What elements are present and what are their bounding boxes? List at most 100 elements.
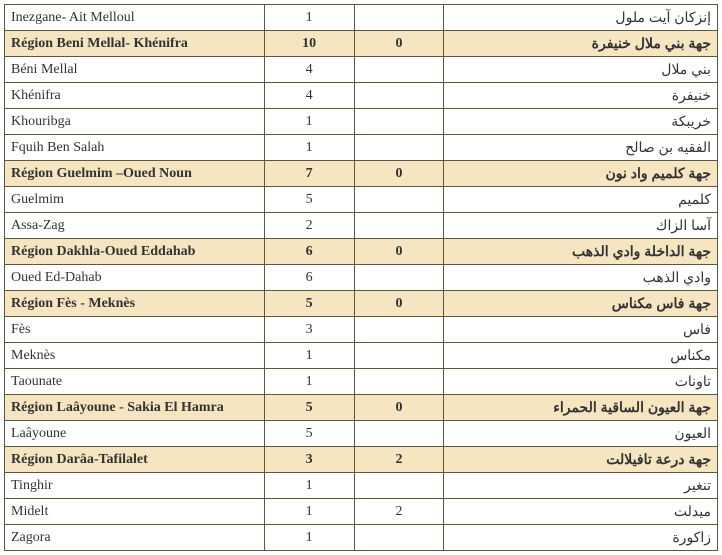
cell-name-ar: جهة العيون الساقية الحمراء [444,395,718,421]
city-row: Béni Mellal4 بني ملال [5,57,718,83]
cell-value-2 [354,83,444,109]
cell-name-ar: جهة فاس مكناس [444,291,718,317]
cell-name-fr: Région Laâyoune - Sakia El Hamra [5,395,265,421]
cell-name-fr: Laâyoune [5,421,265,447]
cell-value-2 [354,317,444,343]
region-row: Région Dakhla-Oued Eddahab60جهة الداخلة … [5,239,718,265]
cell-name-ar: العيون [444,421,718,447]
cell-value-2: 0 [354,161,444,187]
cell-name-ar: إنزكان آيت ملول [444,5,718,31]
cell-name-fr: Assa-Zag [5,213,265,239]
cell-value-1: 5 [264,421,354,447]
cell-name-ar: وادي الذهب [444,265,718,291]
city-row: Guelmim5 كلميم [5,187,718,213]
cell-name-fr: Béni Mellal [5,57,265,83]
cell-name-ar: كلميم [444,187,718,213]
cell-value-2: 2 [354,499,444,525]
cell-name-ar: فاس [444,317,718,343]
city-row: Oued Ed-Dahab6 وادي الذهب [5,265,718,291]
cell-name-fr: Guelmim [5,187,265,213]
region-row: Région Darâa-Tafilalet32جهة درعة تافيلال… [5,447,718,473]
cell-value-1: 6 [264,265,354,291]
region-table: Inezgane- Ait Melloul1إنزكان آيت ملولRég… [4,4,718,551]
cell-name-ar: جهة درعة تافيلالت [444,447,718,473]
cell-name-ar: الفقيه بن صالح [444,135,718,161]
cell-value-2 [354,421,444,447]
cell-value-1: 1 [264,499,354,525]
city-row: Tinghir1تنغير [5,473,718,499]
cell-value-2 [354,343,444,369]
city-row: Fquih Ben Salah1 الفقيه بن صالح [5,135,718,161]
cell-value-1: 4 [264,83,354,109]
cell-name-fr: Meknès [5,343,265,369]
cell-name-fr: Khénifra [5,83,265,109]
cell-value-2: 0 [354,239,444,265]
cell-name-fr: Khouribga [5,109,265,135]
cell-name-ar: تاونات [444,369,718,395]
cell-value-2: 0 [354,291,444,317]
city-row: Fès3فاس [5,317,718,343]
cell-value-1: 6 [264,239,354,265]
cell-value-2 [354,57,444,83]
cell-name-ar: خنيفرة [444,83,718,109]
cell-name-fr: Inezgane- Ait Melloul [5,5,265,31]
cell-name-ar: جهة بني ملال خنيفرة [444,31,718,57]
cell-name-fr: Tinghir [5,473,265,499]
cell-value-1: 3 [264,447,354,473]
city-row: Assa-Zag2 آسا الزاك [5,213,718,239]
cell-name-fr: Fès [5,317,265,343]
region-row: Région Fès - Meknès50جهة فاس مكناس [5,291,718,317]
cell-name-ar: زاكورة [444,525,718,551]
cell-value-2 [354,135,444,161]
cell-value-2: 2 [354,447,444,473]
cell-name-fr: Région Guelmim –Oued Noun [5,161,265,187]
cell-value-2 [354,525,444,551]
city-row: Zagora1زاكورة [5,525,718,551]
cell-value-1: 10 [264,31,354,57]
cell-value-1: 1 [264,109,354,135]
cell-value-2 [354,213,444,239]
cell-name-fr: Oued Ed-Dahab [5,265,265,291]
city-row: Khénifra4 خنيفرة [5,83,718,109]
cell-name-ar: ميدلت [444,499,718,525]
cell-value-1: 1 [264,525,354,551]
cell-name-fr: Fquih Ben Salah [5,135,265,161]
cell-name-fr: Taounate [5,369,265,395]
cell-value-1: 5 [264,395,354,421]
city-row: Midelt12ميدلت [5,499,718,525]
cell-value-1: 5 [264,187,354,213]
cell-value-2 [354,109,444,135]
city-row: Khouribga1 خريبكة [5,109,718,135]
region-row: Région Laâyoune - Sakia El Hamra50جهة ال… [5,395,718,421]
cell-value-2 [354,5,444,31]
cell-name-fr: Région Darâa-Tafilalet [5,447,265,473]
cell-name-ar: بني ملال [444,57,718,83]
city-row: Inezgane- Ait Melloul1 إنزكان آيت ملول [5,5,718,31]
cell-value-1: 1 [264,135,354,161]
cell-value-2 [354,187,444,213]
cell-value-2 [354,473,444,499]
cell-name-fr: Région Beni Mellal- Khénifra [5,31,265,57]
cell-value-2 [354,265,444,291]
cell-name-fr: Midelt [5,499,265,525]
city-row: Taounate1 تاونات [5,369,718,395]
cell-value-1: 1 [264,369,354,395]
cell-value-2: 0 [354,395,444,421]
cell-name-ar: آسا الزاك [444,213,718,239]
cell-name-ar: مكناس [444,343,718,369]
cell-value-1: 2 [264,213,354,239]
cell-name-ar: تنغير [444,473,718,499]
cell-value-1: 5 [264,291,354,317]
cell-value-1: 1 [264,5,354,31]
cell-name-ar: جهة كلميم واد نون [444,161,718,187]
cell-value-1: 7 [264,161,354,187]
city-row: Meknès1مكناس [5,343,718,369]
cell-value-2 [354,369,444,395]
region-row: Région Guelmim –Oued Noun70جهة كلميم واد… [5,161,718,187]
cell-name-ar: خريبكة [444,109,718,135]
cell-value-1: 4 [264,57,354,83]
cell-name-fr: Région Dakhla-Oued Eddahab [5,239,265,265]
cell-name-fr: Région Fès - Meknès [5,291,265,317]
region-row: Région Beni Mellal- Khénifra100جهة بني م… [5,31,718,57]
cell-name-ar: جهة الداخلة وادي الذهب [444,239,718,265]
